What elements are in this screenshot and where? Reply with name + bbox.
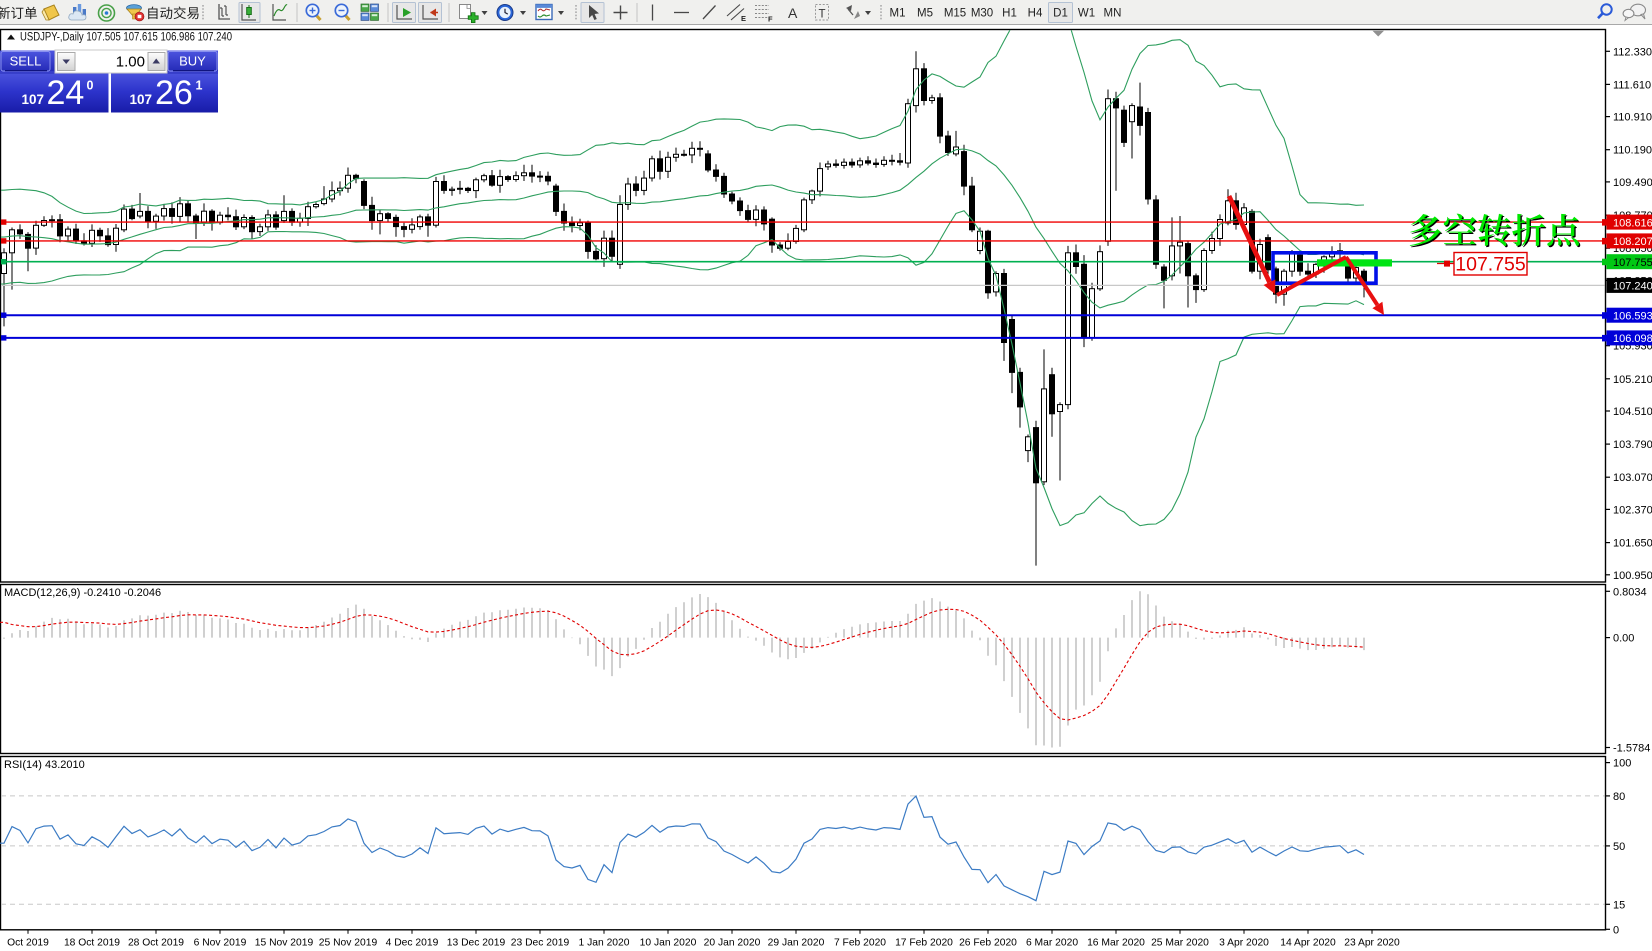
svg-text:6 Nov 2019: 6 Nov 2019 bbox=[194, 937, 247, 948]
svg-text:6 Mar 2020: 6 Mar 2020 bbox=[1026, 937, 1078, 948]
svg-text:MACD(12,26,9) -0.2410 -0.2046: MACD(12,26,9) -0.2410 -0.2046 bbox=[4, 587, 161, 599]
svg-text:107.755: 107.755 bbox=[1455, 254, 1526, 276]
svg-text:MN: MN bbox=[1104, 8, 1122, 20]
svg-text:107: 107 bbox=[129, 92, 152, 107]
svg-text:0.8034: 0.8034 bbox=[1613, 586, 1647, 598]
svg-text:M30: M30 bbox=[971, 8, 993, 20]
svg-text:USDJPY-,Daily 107.505 107.615: USDJPY-,Daily 107.505 107.615 106.986 10… bbox=[20, 32, 232, 44]
svg-text:0: 0 bbox=[87, 79, 94, 93]
svg-text:25 Nov 2019: 25 Nov 2019 bbox=[319, 937, 378, 948]
svg-text:100: 100 bbox=[1613, 758, 1631, 770]
svg-text:E: E bbox=[741, 14, 746, 23]
svg-text:15: 15 bbox=[1613, 899, 1625, 911]
svg-text:16 Mar 2020: 16 Mar 2020 bbox=[1087, 937, 1145, 948]
svg-text:0: 0 bbox=[1613, 924, 1619, 936]
svg-text:18 Oct 2019: 18 Oct 2019 bbox=[64, 937, 120, 948]
svg-text:F: F bbox=[768, 15, 773, 24]
svg-text:-1.5784: -1.5784 bbox=[1613, 743, 1650, 755]
svg-text:24: 24 bbox=[47, 74, 85, 112]
svg-text:Oct 2019: Oct 2019 bbox=[7, 937, 49, 948]
svg-text:1 Jan 2020: 1 Jan 2020 bbox=[579, 937, 630, 948]
svg-text:108.207: 108.207 bbox=[1613, 236, 1652, 248]
svg-text:50: 50 bbox=[1613, 841, 1625, 853]
svg-text:20 Jan 2020: 20 Jan 2020 bbox=[704, 937, 761, 948]
svg-text:23 Dec 2019: 23 Dec 2019 bbox=[511, 937, 570, 948]
svg-text:23 Apr 2020: 23 Apr 2020 bbox=[1344, 937, 1400, 948]
svg-text:M5: M5 bbox=[917, 8, 933, 20]
svg-text:101.650: 101.650 bbox=[1613, 538, 1652, 550]
svg-text:15 Nov 2019: 15 Nov 2019 bbox=[255, 937, 314, 948]
svg-text:29 Jan 2020: 29 Jan 2020 bbox=[768, 937, 825, 948]
svg-text:SELL: SELL bbox=[10, 54, 42, 69]
svg-text:100.950: 100.950 bbox=[1613, 570, 1652, 582]
svg-text:111.610: 111.610 bbox=[1613, 79, 1651, 91]
svg-text:28 Oct 2019: 28 Oct 2019 bbox=[128, 937, 184, 948]
svg-text:10 Jan 2020: 10 Jan 2020 bbox=[640, 937, 697, 948]
svg-text:103.070: 103.070 bbox=[1613, 472, 1652, 484]
svg-text:1.00: 1.00 bbox=[116, 54, 145, 71]
svg-text:107.240: 107.240 bbox=[1613, 281, 1652, 293]
svg-text:25 Mar 2020: 25 Mar 2020 bbox=[1151, 937, 1209, 948]
svg-text:112.330: 112.330 bbox=[1613, 46, 1652, 58]
svg-text:107: 107 bbox=[21, 92, 44, 107]
svg-text:H1: H1 bbox=[1002, 8, 1017, 20]
svg-text:106.098: 106.098 bbox=[1613, 333, 1652, 345]
svg-text:D1: D1 bbox=[1053, 8, 1068, 20]
svg-text:RSI(14) 43.2010: RSI(14) 43.2010 bbox=[4, 759, 85, 771]
svg-text:105.210: 105.210 bbox=[1613, 374, 1652, 386]
svg-text:26 Feb 2020: 26 Feb 2020 bbox=[959, 937, 1017, 948]
svg-text:110.910: 110.910 bbox=[1613, 112, 1652, 124]
svg-text:102.370: 102.370 bbox=[1613, 504, 1652, 516]
svg-text:M15: M15 bbox=[944, 8, 966, 20]
svg-text:7 Feb 2020: 7 Feb 2020 bbox=[834, 937, 886, 948]
svg-text:1: 1 bbox=[196, 79, 203, 93]
svg-text:17 Feb 2020: 17 Feb 2020 bbox=[895, 937, 953, 948]
svg-text:26: 26 bbox=[155, 74, 193, 112]
svg-text:W1: W1 bbox=[1078, 8, 1095, 20]
svg-text:109.490: 109.490 bbox=[1613, 177, 1652, 189]
svg-text:80: 80 bbox=[1613, 791, 1625, 803]
svg-text:108.616: 108.616 bbox=[1613, 217, 1652, 229]
svg-text:14 Apr 2020: 14 Apr 2020 bbox=[1280, 937, 1336, 948]
svg-text:A: A bbox=[788, 5, 798, 21]
svg-text:M1: M1 bbox=[890, 8, 906, 20]
svg-text:103.790: 103.790 bbox=[1613, 439, 1652, 451]
svg-text:3 Apr 2020: 3 Apr 2020 bbox=[1219, 937, 1269, 948]
svg-text:0.00: 0.00 bbox=[1613, 633, 1634, 645]
svg-text:H4: H4 bbox=[1028, 8, 1043, 20]
svg-text:104.510: 104.510 bbox=[1613, 406, 1652, 418]
svg-text:110.190: 110.190 bbox=[1613, 145, 1652, 157]
svg-text:BUY: BUY bbox=[179, 54, 206, 69]
svg-text:4 Dec 2019: 4 Dec 2019 bbox=[386, 937, 439, 948]
svg-text:T: T bbox=[819, 9, 826, 21]
svg-text:13 Dec 2019: 13 Dec 2019 bbox=[447, 937, 506, 948]
svg-text:107.755: 107.755 bbox=[1613, 257, 1652, 269]
svg-text:106.593: 106.593 bbox=[1613, 310, 1652, 322]
